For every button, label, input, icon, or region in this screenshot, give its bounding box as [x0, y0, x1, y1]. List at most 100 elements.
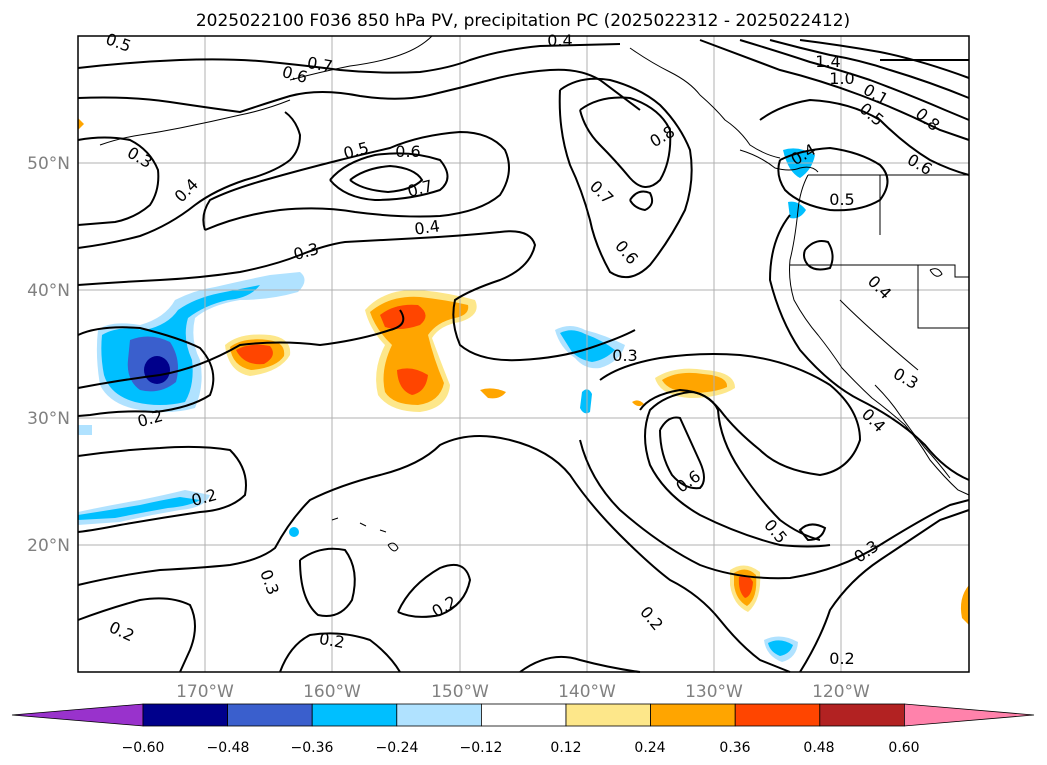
colorbar-segment: [311, 703, 398, 727]
contour-label: 0.2: [318, 629, 346, 652]
pos-precip-east-core: [662, 372, 728, 393]
colorbar: −0.60 −0.48 −0.36 −0.24 −0.12 0.12 0.24 …: [11, 703, 1035, 756]
contour-line: [77, 136, 160, 226]
lat-tick-label: 30°N: [27, 409, 70, 429]
contour-line: [77, 309, 405, 389]
longitude-axis: 170°W 160°W 150°W 140°W 130°W 120°W: [176, 682, 870, 702]
contour-line: [329, 152, 449, 202]
colorbar-tick-labels: −0.60 −0.48 −0.36 −0.24 −0.12 0.12 0.24 …: [122, 740, 920, 756]
contour-line: [739, 39, 970, 121]
colorbar-segment: [227, 703, 313, 727]
contour-line: [659, 416, 705, 490]
pos-precip-tiny: [632, 400, 644, 407]
colorbar-segment: [396, 703, 482, 727]
neg-precip-coast-2: [788, 201, 806, 219]
contour-line: [349, 164, 424, 194]
state-border-42n: [790, 264, 969, 278]
contour-line: [803, 240, 834, 271]
west-coast: [789, 174, 970, 496]
contour-line: [77, 445, 247, 533]
map-title: 2025022100 F036 850 hPa PV, precipitatio…: [196, 11, 850, 31]
contour-line: [759, 98, 970, 176]
pos-precip-central-max-2: [397, 368, 428, 395]
alaska-panhandle: [629, 47, 781, 159]
colorbar-tick-label: 0.24: [634, 740, 665, 756]
contour-line: [799, 509, 970, 673]
neg-precip-max-west: [144, 356, 170, 384]
neg-precip-strip: [580, 389, 592, 414]
contour-line: [77, 326, 215, 417]
contour-line: [629, 190, 654, 212]
colorbar-extend-left: [11, 703, 144, 727]
map-frame: [77, 35, 970, 673]
colorbar-segment: [819, 703, 905, 727]
colorbar-tick-label: 0.48: [803, 740, 834, 756]
pos-precip-edge-nw: [78, 118, 84, 130]
contour-line: [558, 77, 693, 279]
state-border-inner: [839, 175, 969, 371]
contour-line: [519, 655, 641, 673]
contour-line: [699, 39, 970, 141]
lon-tick-label: 130°W: [685, 682, 743, 702]
hawaii-islands: [331, 517, 399, 552]
colorbar-tick-label: −0.36: [291, 740, 334, 756]
contour-line: [799, 39, 970, 79]
contour-line: [77, 230, 636, 362]
neg-precip-band-south-core: [78, 497, 200, 520]
lake-blob: [929, 268, 943, 277]
colorbar-segment: [565, 703, 651, 727]
contour-label: 0.3: [612, 346, 637, 365]
colorbar-segment: [650, 703, 736, 727]
lat-tick-label: 40°N: [27, 281, 70, 301]
contour-line: [77, 111, 302, 249]
contour-line: [639, 388, 821, 541]
lat-tick-label: 20°N: [27, 536, 70, 556]
neg-precip-se-core: [768, 640, 793, 656]
colorbar-segment: [142, 703, 228, 727]
lon-tick-label: 140°W: [558, 682, 616, 702]
contour-line: [769, 39, 970, 99]
contour-line: [768, 214, 970, 481]
lat-tick-label: 50°N: [27, 154, 70, 174]
bc-coast: [739, 149, 819, 173]
contour-line: [777, 146, 889, 212]
colorbar-tick-label: 0.60: [888, 740, 919, 756]
contour-label: 0.6: [395, 142, 420, 161]
pos-precip-edge: [960, 585, 969, 625]
contour-line: [77, 43, 621, 74]
contour-label: 0.4: [413, 216, 441, 238]
contour-label: 1.4: [815, 52, 840, 71]
lon-tick-label: 120°W: [812, 682, 870, 702]
colorbar-tick-label: −0.12: [460, 740, 503, 756]
contour-line: [77, 68, 641, 114]
pv-contours: [77, 39, 970, 673]
contour-line: [397, 564, 472, 618]
pos-precip-south-max: [738, 575, 753, 598]
colorbar-tick-label: −0.48: [207, 740, 250, 756]
colorbar-tick-label: 0.36: [719, 740, 750, 756]
contour-line: [77, 435, 791, 673]
pos-precip-west-max: [236, 344, 273, 365]
pos-precip-small: [480, 388, 506, 399]
contour-line: [579, 96, 672, 188]
contour-line: [579, 439, 970, 580]
colorbar-segments: [11, 703, 1035, 727]
colorbar-tick-label: −0.24: [376, 740, 419, 756]
aleutian-islands: [99, 99, 291, 146]
coastlines: [99, 35, 970, 552]
colorbar-tick-label: −0.60: [122, 740, 165, 756]
lon-tick-label: 170°W: [176, 682, 234, 702]
latitude-axis: 50°N 40°N 30°N 20°N: [27, 154, 70, 556]
colorbar-segment: [734, 703, 821, 727]
contour-line: [202, 130, 510, 231]
contour-line: [299, 547, 356, 617]
contour-label: 0.4: [547, 31, 572, 50]
contour-label: 1.0: [829, 69, 854, 88]
contour-label: 0.5: [829, 190, 854, 209]
map-panel: 0.5 0.7 0.6 0.4 1.4 1.0 0.1 0.5 0.8 0.3 …: [77, 29, 970, 673]
contour-line: [279, 632, 401, 673]
colorbar-segment: [480, 703, 567, 727]
contour-line: [77, 597, 196, 673]
baja-peninsula: [874, 384, 951, 479]
